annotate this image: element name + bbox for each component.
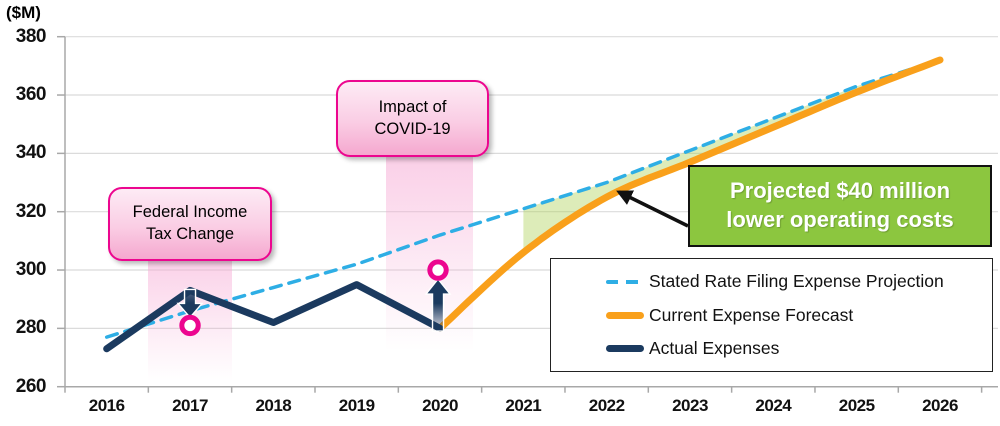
impact-point-marker [182, 317, 198, 333]
x-tick-label: 2019 [325, 396, 389, 416]
y-tick-label: 260 [0, 376, 46, 398]
x-tick-label: 2025 [825, 396, 889, 416]
callout-text-line: COVID-19 [338, 119, 487, 141]
callout-text-line: Federal Income [110, 202, 270, 224]
y-tick-label: 300 [0, 259, 46, 281]
legend-label: Actual Expenses [649, 338, 779, 359]
legend-label: Stated Rate Filing Expense Projection [649, 271, 944, 292]
x-tick-label: 2021 [491, 396, 555, 416]
x-tick-label: 2022 [575, 396, 639, 416]
x-tick-label: 2017 [158, 396, 222, 416]
y-tick-label: 280 [0, 317, 46, 339]
navy-line-swatch-icon [606, 345, 644, 352]
expense-projection-chart: ($M) 260 280 300 320 340 360 380 2016 2017 2018 2… [0, 0, 1000, 426]
legend-item-current-expense-forecast: Current Expense Forecast [551, 305, 992, 326]
callout-federal-income-tax-change: Federal Income Tax Change [108, 187, 272, 261]
callout-text-line: Impact of [338, 97, 487, 119]
callout-text-line: Tax Change [110, 224, 270, 246]
legend: Stated Rate Filing Expense Projection Cu… [550, 258, 993, 372]
y-tick-label: 380 [0, 26, 46, 48]
legend-item-stated-rate-projection: Stated Rate Filing Expense Projection [551, 271, 992, 292]
legend-item-actual-expenses: Actual Expenses [551, 338, 992, 359]
impact-point-marker [430, 262, 446, 278]
x-tick-label: 2018 [241, 396, 305, 416]
y-axis-unit-label: ($M) [6, 3, 41, 23]
callout-impact-of-covid-19: Impact of COVID-19 [336, 80, 489, 157]
legend-label: Current Expense Forecast [649, 305, 853, 326]
orange-line-swatch-icon [606, 312, 644, 319]
x-tick-label: 2026 [908, 396, 972, 416]
y-tick-label: 360 [0, 84, 46, 106]
x-tick-label: 2023 [658, 396, 722, 416]
x-tick-label: 2024 [741, 396, 805, 416]
savings-text-line: lower operating costs [690, 206, 990, 235]
savings-text-line: Projected $40 million [690, 177, 990, 206]
savings-pointer-arrow [619, 192, 688, 226]
dashed-line-swatch-icon [606, 280, 644, 284]
y-tick-label: 320 [0, 201, 46, 223]
y-tick-label: 340 [0, 142, 46, 164]
x-tick-label: 2016 [75, 396, 139, 416]
savings-callout-box: Projected $40 million lower operating co… [688, 165, 992, 247]
x-tick-label: 2020 [408, 396, 472, 416]
